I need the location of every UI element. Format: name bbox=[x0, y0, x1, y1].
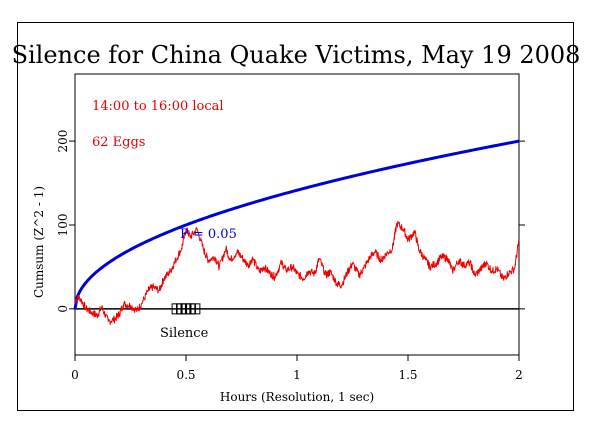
x-tick-label: 0 bbox=[71, 368, 79, 382]
plot-area: 0 0.5 1 1.5 2 0 100 200 bbox=[56, 73, 525, 382]
y-axis-label: Cumsum (Z^2 - 1) bbox=[32, 186, 46, 298]
chart-title: Silence for China Quake Victims, May 19 … bbox=[12, 41, 581, 69]
y-tick-label: 100 bbox=[56, 214, 70, 237]
p-value-annotation: P = 0.05 bbox=[180, 227, 237, 242]
x-tick-label: 1.5 bbox=[398, 368, 417, 382]
series-line-red bbox=[74, 220, 520, 325]
y-tick-label: 200 bbox=[56, 130, 70, 153]
event-label: Silence bbox=[160, 326, 209, 341]
chart-frame bbox=[17, 22, 574, 411]
series-line-blue bbox=[73, 139, 520, 310]
x-tick-label: 1 bbox=[293, 368, 301, 382]
time-range-annotation: 14:00 to 16:00 local bbox=[92, 99, 224, 114]
egg-count-annotation: 62 Eggs bbox=[92, 135, 145, 150]
x-tick-label: 2 bbox=[515, 368, 523, 382]
y-tick-label: 0 bbox=[56, 305, 70, 313]
x-axis-label: Hours (Resolution, 1 sec) bbox=[220, 390, 374, 404]
plot-box bbox=[74, 73, 520, 356]
x-tick-label: 0.5 bbox=[176, 368, 195, 382]
